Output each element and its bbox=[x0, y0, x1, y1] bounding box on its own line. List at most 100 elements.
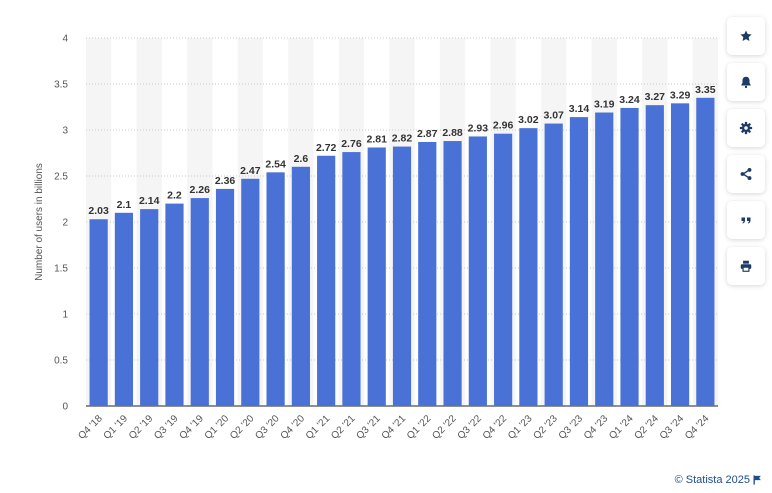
data-label: 2.03 bbox=[88, 205, 109, 217]
bar bbox=[569, 117, 589, 407]
bar bbox=[645, 105, 664, 406]
x-tick-label: Q3 '21 bbox=[354, 413, 383, 442]
x-tick-label: Q1 '22 bbox=[405, 413, 434, 442]
data-label: 2.76 bbox=[341, 138, 362, 150]
x-tick-label: Q4 '20 bbox=[279, 413, 308, 442]
data-label: 2.93 bbox=[468, 122, 489, 134]
bar bbox=[367, 147, 386, 407]
x-tick-label: Q3 '19 bbox=[152, 413, 181, 442]
x-tick-label: Q4 '23 bbox=[582, 413, 611, 442]
share-button[interactable] bbox=[727, 155, 765, 193]
printer-icon bbox=[740, 260, 752, 272]
share-icon bbox=[740, 167, 752, 181]
bar bbox=[544, 123, 563, 406]
bar bbox=[443, 141, 462, 407]
x-tick-label: Q2 '19 bbox=[127, 413, 156, 442]
data-label: 2.6 bbox=[294, 153, 309, 165]
data-label: 2.2 bbox=[167, 190, 182, 202]
y-tick-label: 2 bbox=[62, 218, 68, 229]
statista-credit[interactable]: © Statista 2025 bbox=[675, 474, 762, 486]
x-tick-label: Q3 '20 bbox=[253, 413, 282, 442]
print-button[interactable] bbox=[727, 247, 765, 285]
bar bbox=[266, 172, 285, 406]
bar bbox=[317, 155, 336, 406]
data-label: 2.14 bbox=[139, 195, 160, 207]
data-label: 3.19 bbox=[594, 99, 615, 111]
x-tick-label: Q2 '22 bbox=[430, 413, 459, 442]
data-label: 2.54 bbox=[265, 158, 286, 170]
data-label: 2.96 bbox=[493, 120, 514, 132]
x-tick-label: Q2 '23 bbox=[531, 413, 560, 442]
data-label: 2.1 bbox=[117, 199, 132, 211]
y-tick-label: 0.5 bbox=[54, 356, 68, 367]
gear-icon bbox=[739, 121, 753, 135]
bar bbox=[165, 203, 184, 406]
y-tick-label: 1.5 bbox=[54, 264, 68, 275]
data-label: 3.07 bbox=[543, 110, 564, 122]
x-tick-label: Q1 '21 bbox=[304, 413, 333, 442]
data-label: 2.81 bbox=[367, 133, 388, 145]
data-label: 2.36 bbox=[215, 175, 236, 187]
y-axis-title: Number of users in billions bbox=[34, 163, 45, 281]
x-tick-label: Q4 '18 bbox=[76, 413, 105, 442]
settings-button[interactable] bbox=[727, 109, 765, 147]
x-tick-label: Q2 '21 bbox=[329, 413, 358, 442]
quote-icon bbox=[741, 217, 751, 224]
x-tick-label: Q4 '21 bbox=[380, 413, 409, 442]
data-label: 3.02 bbox=[518, 114, 539, 126]
y-tick-label: 2.5 bbox=[54, 172, 68, 183]
data-label: 2.47 bbox=[240, 165, 261, 177]
x-tick-label: Q1 '20 bbox=[203, 413, 232, 442]
x-tick-label: Q1 '23 bbox=[506, 413, 535, 442]
x-tick-label: Q1 '19 bbox=[102, 413, 131, 442]
chart-toolbar bbox=[727, 17, 765, 285]
flag-icon bbox=[753, 475, 761, 485]
notification-button[interactable] bbox=[727, 63, 765, 101]
data-label: 3.27 bbox=[645, 91, 666, 103]
y-tick-label: 3 bbox=[62, 126, 68, 137]
bar bbox=[519, 128, 538, 406]
bar bbox=[392, 146, 412, 406]
bar bbox=[89, 219, 108, 406]
x-tick-label: Q3 '22 bbox=[456, 413, 485, 442]
bar bbox=[620, 107, 639, 407]
bar bbox=[696, 97, 715, 407]
bar bbox=[215, 188, 235, 406]
bar bbox=[468, 136, 487, 406]
x-tick-label: Q4 '19 bbox=[177, 413, 206, 442]
x-tick-label: Q4 '24 bbox=[683, 413, 712, 442]
bar bbox=[114, 212, 134, 406]
data-label: 3.35 bbox=[695, 84, 716, 96]
bell-icon bbox=[741, 76, 751, 89]
bar bbox=[342, 152, 361, 406]
y-tick-label: 3.5 bbox=[54, 80, 68, 91]
data-label: 3.14 bbox=[569, 103, 590, 115]
y-tick-label: 4 bbox=[62, 34, 68, 45]
bar bbox=[190, 198, 209, 406]
x-tick-label: Q2 '20 bbox=[228, 413, 257, 442]
credit-text: © Statista 2025 bbox=[674, 474, 750, 486]
x-tick-label: Q3 '24 bbox=[658, 413, 687, 442]
x-tick-label: Q3 '23 bbox=[557, 413, 586, 442]
bar bbox=[418, 141, 437, 406]
star-icon bbox=[740, 30, 752, 42]
bar bbox=[241, 178, 260, 406]
data-label: 2.87 bbox=[417, 128, 438, 140]
y-tick-label: 0 bbox=[62, 402, 68, 413]
bar bbox=[291, 166, 310, 406]
bar bbox=[670, 103, 690, 406]
bar bbox=[595, 112, 614, 407]
x-tick-label: Q4 '22 bbox=[481, 413, 510, 442]
cite-button[interactable] bbox=[727, 201, 765, 239]
data-label: 3.24 bbox=[619, 94, 640, 106]
data-label: 2.72 bbox=[316, 142, 337, 154]
x-tick-label: Q2 '24 bbox=[633, 413, 662, 442]
data-label: 2.26 bbox=[190, 184, 211, 196]
y-tick-label: 1 bbox=[62, 310, 68, 321]
x-tick-label: Q1 '24 bbox=[607, 413, 636, 442]
bar bbox=[140, 209, 159, 406]
favorite-button[interactable] bbox=[727, 17, 765, 55]
bar bbox=[494, 133, 513, 406]
